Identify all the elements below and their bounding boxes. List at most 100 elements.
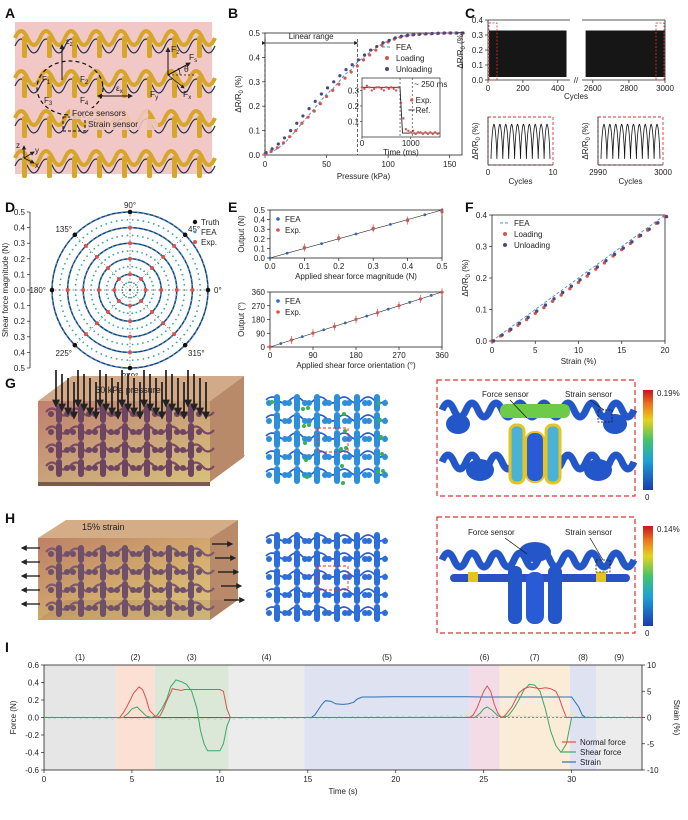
- chart-d-point-fea: [157, 275, 160, 278]
- chart-d-point-fea: [74, 289, 77, 291]
- chart-d-point-fea: [171, 233, 174, 236]
- chart-b-point-unloading: [442, 31, 447, 35]
- chart-f-point-unloading: [552, 297, 556, 301]
- panel-h-fem-pad: [274, 568, 280, 586]
- chart-e2-point-fea: [408, 300, 412, 304]
- panel-g-mesh-pad: [86, 429, 92, 435]
- chart-d-point-fea: [122, 258, 124, 261]
- chart-d-point-fea: [145, 253, 148, 256]
- chart-i-time-series: (1) (2) (3) (4) (5) (6) (7) (8) (9) -0.6 -0.4 -0.2 0…: [9, 653, 681, 796]
- panel-h-mesh-pad: [78, 581, 84, 599]
- panel-label-g: G: [5, 375, 16, 391]
- panel-h-mesh-pad: [70, 569, 76, 575]
- chart-d-point-exp: [94, 254, 99, 259]
- panel-h-mesh-pad: [180, 551, 186, 557]
- chart-b-inset-point-exp: [385, 86, 388, 89]
- chart-d-point-fea: [111, 304, 114, 307]
- chart-c-zoom-xlabel-right: Cycles: [618, 177, 642, 186]
- chart-b-inset-point-exp: [414, 132, 417, 136]
- panel-h-zoom-node: [519, 542, 551, 562]
- panel-g-mesh-pad: [196, 429, 202, 435]
- chart-d-point-fea: [120, 211, 123, 214]
- chart-d-point-fea: [166, 339, 169, 342]
- chart-d-polar-shear: 90°45°0°315°270°225°180°135°0.50.40.30.2…: [1, 201, 222, 381]
- chart-d-point-fea: [151, 338, 154, 341]
- chart-b-point-loading: [318, 102, 323, 106]
- chart-f-point-unloading: [586, 271, 591, 276]
- panel-h-fem-pad: [382, 610, 388, 616]
- panel-g-fem-pad: [286, 454, 292, 460]
- chart-d-point-fea: [195, 247, 198, 250]
- svg-text:εz: εz: [66, 36, 73, 48]
- chart-d-point-fea: [106, 293, 108, 296]
- chart-f-point-unloading: [664, 214, 669, 219]
- panel-g-mesh-pad: [70, 465, 76, 471]
- chart-d-point-fea: [78, 240, 81, 243]
- chart-d-point-fea: [168, 326, 171, 329]
- chart-d-point-fea: [130, 281, 133, 284]
- chart-b-point-unloading: [381, 41, 385, 45]
- chart-i-phase-label: (3): [187, 653, 197, 662]
- panel-h-zoom-hotspot: [468, 572, 478, 582]
- panel-g-fem-pad: [354, 394, 360, 412]
- panel-a-axis-x: x: [35, 161, 39, 170]
- chart-d-point-fea: [173, 304, 176, 306]
- chart-d-point-fea: [189, 253, 192, 256]
- panel-g-mesh-pad: [158, 447, 164, 453]
- chart-e1-point-fea: [285, 251, 289, 255]
- panel-label-d: D: [5, 199, 15, 215]
- panel-h-fem-pad: [382, 592, 388, 598]
- panel-g-mesh-pad: [130, 411, 136, 417]
- chart-i-phase-label: (6): [480, 653, 490, 662]
- chart-d-point-fea: [177, 350, 179, 353]
- chart-b-xtick-label: 150: [443, 160, 457, 169]
- panel-g-mesh-pad: [180, 465, 186, 471]
- chart-f-point-unloading: [638, 233, 643, 238]
- chart-b-xtick-label: 50: [322, 160, 331, 169]
- panel-g-fem-pad: [334, 394, 340, 412]
- panel-a-pillar: [97, 156, 102, 178]
- chart-c-zoom-xtick-label-left: 0: [486, 168, 491, 177]
- panel-h-mesh-pad: [152, 587, 158, 593]
- panel-h-mesh-pad: [92, 587, 98, 593]
- panel-g-mesh-pad: [174, 411, 180, 417]
- chart-c-zoom-waveform-left: [490, 123, 551, 159]
- panel-g-mesh-trace: [45, 461, 215, 471]
- chart-c-xtick-label: 3000: [656, 84, 674, 93]
- chart-e2-shear-orientation: 0 90 180 270 360 0 90 180 270 360 Applied shear fo…: [237, 288, 449, 370]
- chart-d-point-fea: [74, 319, 77, 322]
- chart-d-rtick-label: 0.5: [14, 364, 26, 373]
- panel-g-mesh-pad: [180, 447, 186, 453]
- panel-g-mesh-pad: [188, 441, 194, 459]
- chart-d-point-fea: [151, 330, 153, 333]
- chart-d-point-fea: [131, 312, 134, 315]
- chart-d-point-fea: [199, 283, 201, 286]
- chart-d-point-fea: [170, 335, 173, 338]
- chart-e2-xtick-label: 360: [435, 351, 449, 360]
- panel-g-mesh-pad: [92, 465, 98, 471]
- chart-i-series-strain: [44, 696, 642, 718]
- panel-a-label-f3: F: [44, 96, 49, 105]
- chart-e1-legend-exp-swatch: [276, 228, 280, 232]
- chart-d-point-fea: [159, 293, 162, 296]
- panel-g-fem-pad: [354, 448, 360, 466]
- chart-d-point-fea: [153, 259, 156, 261]
- panel-a-sub-f1: 1: [47, 80, 51, 86]
- panel-h-mesh-pad: [174, 551, 180, 557]
- chart-b-inset-xtick-label: 1000: [402, 139, 420, 148]
- panel-a-pillar: [197, 36, 202, 58]
- panel-g-fem-pad: [366, 418, 372, 424]
- chart-c-ylabel-unit: (%): [456, 31, 465, 46]
- chart-d-point-fea: [148, 313, 151, 316]
- chart-d-point-fea: [185, 314, 188, 317]
- chart-b-point-unloading: [430, 31, 434, 36]
- chart-d-point-fea: [205, 305, 208, 308]
- chart-c-zoom-ylabel-left: ΔR/R0 (%): [471, 122, 482, 159]
- chart-b-ylabel: ΔR/R0 (%): [234, 75, 245, 112]
- chart-b-xtick-label: 0: [263, 160, 268, 169]
- chart-d-point-fea: [152, 347, 155, 349]
- chart-f-point-loading: [542, 305, 546, 310]
- chart-b-point-unloading: [301, 114, 305, 118]
- panel-h-fem-pad: [306, 610, 312, 616]
- chart-e1-point-fea: [320, 242, 323, 246]
